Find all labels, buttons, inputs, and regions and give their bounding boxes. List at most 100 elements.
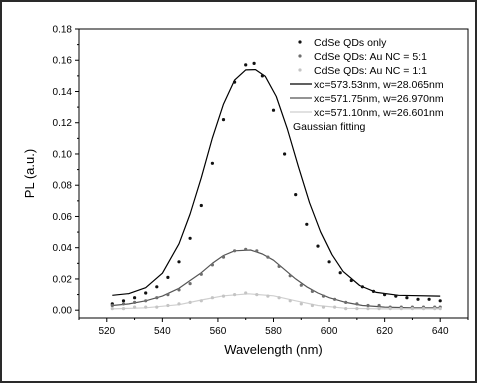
- data-point: [166, 293, 170, 297]
- legend-marker-ratio-5-1: [298, 54, 302, 58]
- data-point: [316, 244, 320, 248]
- data-point: [277, 296, 281, 300]
- data-point: [321, 305, 326, 309]
- data-point: [133, 300, 137, 304]
- data-point: [310, 303, 314, 308]
- data-point: [133, 296, 137, 300]
- legend-marker-ratio-1-1: [298, 68, 302, 72]
- data-point: [394, 294, 398, 298]
- data-point: [221, 255, 226, 259]
- x-tick-label: 520: [98, 326, 115, 337]
- fit-line-5: [112, 293, 441, 310]
- data-point: [321, 294, 326, 298]
- legend-entry-qds-only: CdSe QDs only: [298, 37, 387, 49]
- fit-line-4: [112, 249, 441, 309]
- data-point: [199, 203, 203, 208]
- legend-entry-ratio-1-1: CdSe QDs: Au NC = 1:1: [298, 65, 427, 77]
- legend-entry-ratio-5-1: CdSe QDs: Au NC = 5:1: [298, 51, 427, 63]
- data-point: [433, 307, 437, 311]
- data-point: [221, 294, 226, 298]
- legend-entry-fit-1-1: xc=571.10nm, w=26.601nm: [290, 107, 444, 119]
- data-point: [244, 291, 248, 295]
- data-point: [233, 80, 237, 84]
- data-point: [355, 302, 359, 306]
- legend-entry-fit-5-1: xc=571.75nm, w=26.970nm: [290, 93, 444, 105]
- data-point: [155, 296, 159, 300]
- data-point: [299, 302, 303, 306]
- data-point: [177, 302, 181, 306]
- legend-label-fit-qds-only: xc=573.53nm, w=28.065nm: [314, 79, 444, 91]
- data-point: [177, 288, 181, 292]
- data-point: [344, 300, 348, 304]
- data-point: [349, 278, 353, 283]
- data-point: [133, 305, 137, 309]
- plot-area: 0.00 0.02 0.04 0.06 0.08 0.10 0.12 0.14 0.16 0.18…: [22, 25, 469, 357]
- data-point: [110, 303, 114, 308]
- data-point: [188, 236, 192, 240]
- data-point: [144, 291, 148, 295]
- data-point: [199, 272, 203, 276]
- data-point: [438, 307, 442, 311]
- legend-label-fit-1-1: xc=571.10nm, w=26.601nm: [314, 107, 444, 119]
- data-point: [366, 307, 370, 311]
- data-point: [338, 271, 342, 275]
- series-points-1: [110, 247, 442, 309]
- fit-line-3: [112, 68, 441, 297]
- legend-label-ratio-1-1: CdSe QDs: Au NC = 1:1: [314, 65, 427, 77]
- data-point: [333, 297, 337, 301]
- data-point: [438, 299, 442, 303]
- data-point: [260, 74, 264, 78]
- data-point: [427, 297, 431, 301]
- data-point: [360, 285, 364, 289]
- data-point: [188, 282, 192, 286]
- y-tick-label: 0.10: [53, 149, 73, 160]
- data-point: [244, 247, 248, 251]
- x-axis-title: Wavelength (nm): [224, 342, 323, 357]
- data-point: [377, 307, 381, 311]
- data-point: [155, 305, 159, 309]
- y-tick-label: 0.02: [53, 274, 73, 285]
- x-tick-label: 600: [321, 326, 338, 337]
- data-point: [277, 264, 281, 268]
- series-points-2: [110, 291, 442, 311]
- data-point: [210, 161, 214, 165]
- data-point: [344, 307, 348, 311]
- x-tick-label: 580: [265, 326, 282, 337]
- data-point: [144, 299, 148, 303]
- data-point: [416, 297, 420, 301]
- x-tick-label: 620: [376, 326, 393, 337]
- data-point: [221, 118, 226, 122]
- series-points-0: [110, 61, 442, 306]
- data-point: [266, 255, 270, 259]
- data-point: [366, 303, 370, 308]
- y-tick-label: 0.06: [53, 212, 73, 223]
- y-tick-label: 0.12: [53, 118, 73, 129]
- data-point: [155, 285, 159, 289]
- x-tick-label: 640: [432, 326, 449, 337]
- data-point: [288, 299, 292, 303]
- legend: CdSe QDs only CdSe QDs: Au NC = 5:1 CdSe…: [290, 37, 444, 133]
- data-point: [399, 307, 403, 311]
- data-point: [283, 152, 287, 156]
- data-point: [299, 283, 303, 287]
- data-point: [310, 289, 314, 293]
- data-point: [288, 274, 292, 278]
- data-point: [244, 63, 248, 67]
- y-tick-label: 0.14: [53, 87, 73, 98]
- data-point: [294, 193, 298, 197]
- data-point: [266, 294, 270, 298]
- data-point: [383, 293, 387, 297]
- x-tick-label: 560: [210, 326, 227, 337]
- data-point: [233, 293, 237, 297]
- data-point: [371, 289, 376, 293]
- data-point: [121, 299, 126, 303]
- data-point: [144, 305, 148, 309]
- data-point: [377, 303, 381, 308]
- data-point: [199, 299, 203, 303]
- data-point: [177, 260, 181, 264]
- data-point: [410, 307, 414, 311]
- data-point: [388, 307, 392, 311]
- data-point: [121, 302, 126, 306]
